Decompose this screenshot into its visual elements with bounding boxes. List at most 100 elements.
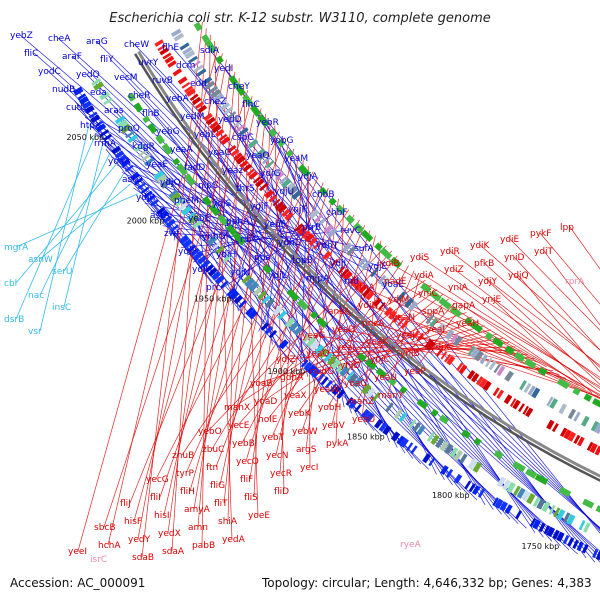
gene-label: yoaA bbox=[108, 157, 131, 167]
feature-block bbox=[200, 259, 211, 269]
feature-block bbox=[300, 359, 309, 368]
feature-block bbox=[513, 351, 526, 363]
feature-block bbox=[440, 351, 448, 360]
gene-label: rrmA bbox=[94, 139, 117, 149]
feature-block bbox=[236, 123, 246, 132]
gene-label: sdaB bbox=[132, 553, 154, 563]
feature-block bbox=[573, 434, 581, 445]
feature-block bbox=[491, 336, 504, 348]
feature-block bbox=[428, 457, 436, 467]
feature-block bbox=[211, 124, 222, 134]
feature-block bbox=[284, 211, 294, 221]
feature-block bbox=[382, 425, 392, 436]
feature-block bbox=[492, 387, 500, 397]
feature-block bbox=[412, 329, 420, 339]
feature-block bbox=[496, 389, 505, 399]
feature-block bbox=[360, 229, 374, 243]
feature-block bbox=[286, 288, 300, 302]
gene-label: znuB bbox=[172, 451, 194, 461]
gene-label: ydjN bbox=[230, 268, 250, 278]
feature-block bbox=[516, 487, 526, 499]
feature-block bbox=[361, 260, 372, 271]
feature-block bbox=[595, 505, 600, 513]
feature-block bbox=[474, 350, 484, 362]
feature-block bbox=[444, 353, 452, 363]
feature-block bbox=[440, 465, 449, 476]
feature-block bbox=[194, 101, 205, 110]
feature-block bbox=[197, 104, 208, 114]
gene-label: astA bbox=[150, 211, 171, 221]
feature-block bbox=[404, 297, 414, 308]
feature-block bbox=[297, 225, 308, 236]
feature-block bbox=[219, 102, 231, 111]
feature-block bbox=[181, 205, 192, 216]
rna-gene-label: dsrB bbox=[4, 315, 24, 325]
gene-label: fliH bbox=[180, 487, 195, 497]
feature-block bbox=[120, 158, 131, 168]
feature-block bbox=[187, 244, 197, 253]
gene-leader-line bbox=[275, 193, 334, 456]
gene-leader-line bbox=[57, 37, 600, 529]
gene-label: fliJ bbox=[120, 499, 131, 509]
feature-block bbox=[133, 143, 145, 153]
feature-block bbox=[484, 331, 494, 341]
feature-block bbox=[335, 204, 346, 215]
feature-block bbox=[546, 526, 556, 537]
gene-label: ydjY bbox=[478, 277, 498, 287]
feature-block bbox=[383, 306, 394, 317]
feature-block bbox=[373, 418, 383, 429]
gene-label: prc bbox=[206, 283, 220, 293]
feature-block bbox=[238, 127, 249, 136]
gene-label: ydjQ bbox=[508, 271, 529, 281]
gene-leader-line bbox=[197, 71, 236, 528]
gene-leader-line bbox=[253, 119, 271, 498]
gene-label: ansA bbox=[328, 307, 351, 317]
gene-label: cheZ bbox=[204, 97, 226, 107]
gene-label: yobH bbox=[318, 403, 341, 413]
gene-leader-line bbox=[179, 148, 367, 426]
feature-block bbox=[374, 242, 383, 252]
feature-block bbox=[541, 501, 551, 513]
feature-block bbox=[201, 76, 213, 86]
kbp-scale-label: 2050 kbp bbox=[66, 133, 104, 142]
rna-leader-line bbox=[15, 163, 117, 284]
gene-label: ynjC bbox=[370, 355, 390, 365]
feature-block bbox=[410, 445, 418, 455]
feature-block bbox=[186, 212, 196, 220]
feature-block bbox=[117, 154, 128, 164]
feature-block bbox=[396, 435, 405, 445]
feature-block bbox=[519, 380, 527, 391]
feature-block bbox=[353, 222, 365, 234]
feature-block bbox=[170, 224, 180, 232]
feature-block bbox=[222, 254, 233, 263]
gene-leader-line bbox=[171, 28, 207, 552]
feature-block bbox=[316, 316, 328, 329]
feature-block bbox=[309, 339, 320, 351]
gene-label: yeaU bbox=[374, 373, 397, 383]
feature-block bbox=[294, 223, 304, 232]
feature-block bbox=[248, 281, 260, 292]
feature-block bbox=[191, 60, 201, 68]
feature-block bbox=[305, 336, 316, 348]
gene-label: yebG bbox=[156, 127, 180, 137]
feature-block bbox=[354, 280, 364, 291]
feature-block bbox=[553, 507, 561, 518]
feature-block bbox=[182, 46, 193, 55]
gene-label: nlpC bbox=[198, 181, 218, 191]
feature-block bbox=[377, 274, 387, 285]
feature-block bbox=[234, 82, 246, 97]
gene-label: yecN bbox=[266, 451, 289, 461]
gene-label: yebL bbox=[194, 130, 216, 140]
gene-label: ynjF bbox=[288, 205, 307, 215]
gene-label: yeaM bbox=[284, 154, 308, 164]
feature-block bbox=[335, 362, 346, 374]
feature-block bbox=[357, 352, 367, 363]
feature-block bbox=[157, 44, 167, 52]
gene-label: fliS bbox=[244, 493, 258, 503]
gene-label: ydiA bbox=[414, 271, 435, 281]
feature-block bbox=[264, 325, 274, 335]
feature-block bbox=[562, 512, 571, 523]
feature-block bbox=[203, 113, 213, 122]
feature-block bbox=[329, 383, 337, 393]
feature-block bbox=[254, 178, 265, 188]
